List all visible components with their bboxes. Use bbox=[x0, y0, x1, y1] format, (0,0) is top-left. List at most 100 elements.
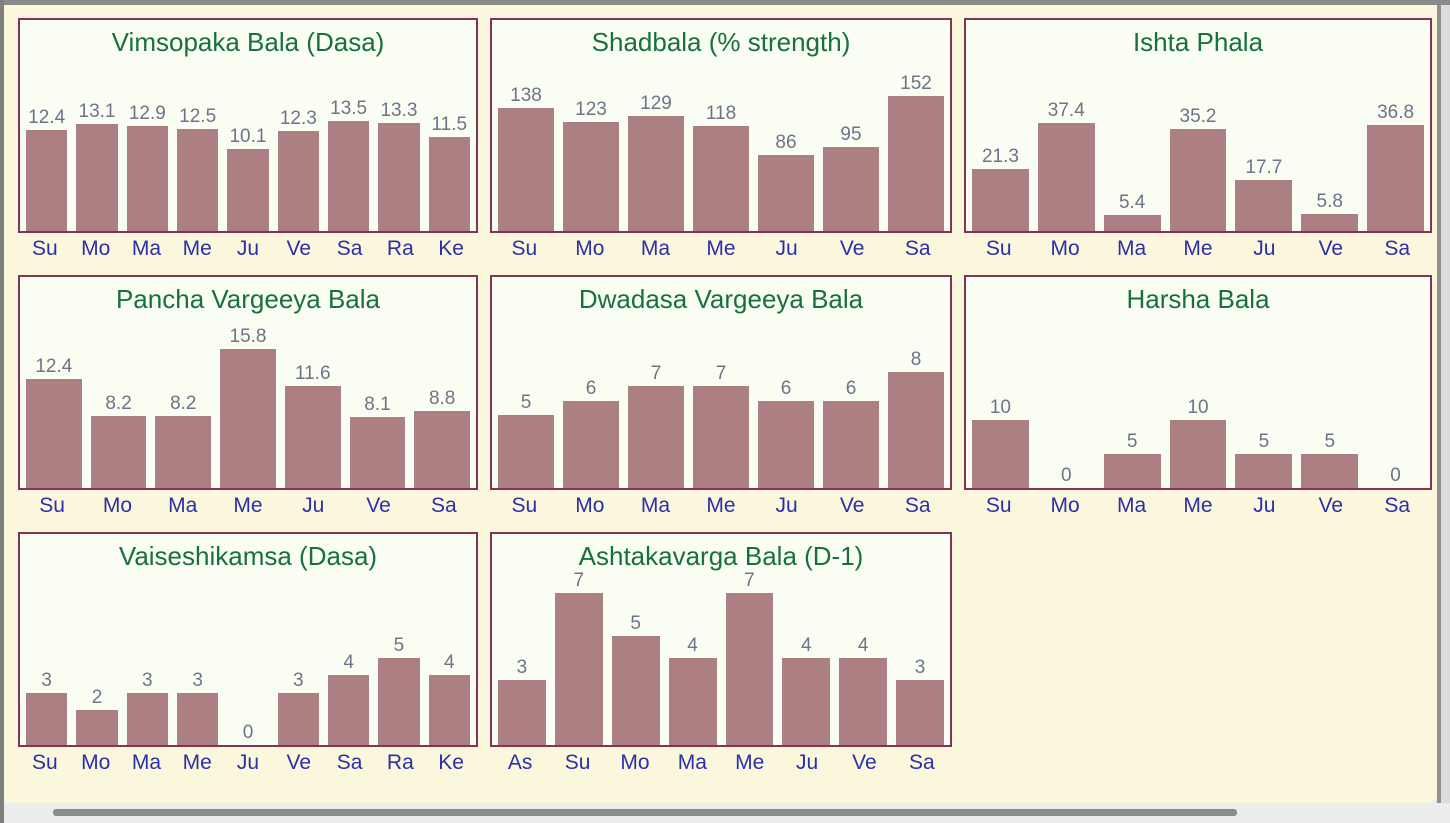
category-label: Ju bbox=[775, 237, 798, 260]
category-label: Me bbox=[706, 237, 736, 260]
bar-slot: 4 bbox=[668, 635, 717, 746]
bar bbox=[972, 420, 1029, 489]
bar-slot: 0 bbox=[1367, 466, 1424, 488]
bar-value-label: 12.4 bbox=[28, 107, 66, 129]
category-label: Ve bbox=[839, 237, 865, 260]
bar bbox=[896, 680, 944, 746]
chart-title: Ishta Phala bbox=[1132, 27, 1264, 57]
bar-value-label: 152 bbox=[900, 73, 932, 95]
category-label: Su bbox=[511, 237, 538, 260]
bar-slot: 6 bbox=[758, 379, 814, 489]
bars-area: 5 6 7 7 6 6 8 bbox=[498, 349, 944, 489]
bar-value-label: 13.1 bbox=[78, 101, 116, 123]
bar-value-label: 21.3 bbox=[981, 146, 1019, 168]
bars-area: 10 0 5 10 5 5 0 bbox=[972, 397, 1424, 489]
bar-value-label: 3 bbox=[914, 657, 926, 679]
category-label: Ju bbox=[236, 751, 260, 775]
category-label: Ma bbox=[1116, 494, 1147, 518]
category-label: As bbox=[507, 751, 533, 775]
bar bbox=[220, 349, 276, 489]
bar-value-label: 4 bbox=[801, 635, 812, 657]
bar-value-label: 10.1 bbox=[229, 126, 267, 148]
bar-slot: 37.4 bbox=[1037, 101, 1095, 231]
chart-block: Ishta Phala 21.3 37.4 5.4 35.2 17.7 5.8 36.8 Su M… bbox=[964, 18, 1432, 261]
category-label: Ve bbox=[852, 751, 877, 775]
bar bbox=[1301, 214, 1359, 231]
category-label: Mo bbox=[575, 494, 605, 518]
bar-slot: 35.2 bbox=[1169, 106, 1227, 231]
bar-slot: 118 bbox=[693, 104, 749, 231]
bar bbox=[227, 149, 269, 231]
bar bbox=[76, 124, 118, 231]
bars-area: 138 123 129 118 86 95 152 bbox=[498, 74, 944, 231]
bar-value-label: 11.5 bbox=[431, 114, 468, 136]
chart-block: Shadbala (% strength) 138 123 129 118 86 95 152… bbox=[490, 18, 952, 261]
category-label: Ju bbox=[1253, 237, 1276, 260]
bar-slot: 8.2 bbox=[155, 394, 212, 489]
category-label: Sa bbox=[1384, 237, 1411, 260]
bar-value-label: 10 bbox=[989, 397, 1011, 419]
category-label: Ke bbox=[438, 237, 464, 260]
horizontal-scrollbar-thumb[interactable] bbox=[53, 809, 1237, 816]
bar-slot: 5 bbox=[1103, 432, 1161, 489]
category-label: Su bbox=[39, 494, 65, 518]
window-top-border bbox=[0, 0, 1450, 5]
bar-value-label: 138 bbox=[510, 85, 542, 107]
category-labels-row: As Su Mo Ma Me Ju Ve Sa bbox=[490, 747, 952, 775]
bar-slot: 5.4 bbox=[1103, 193, 1161, 231]
bars-area: 3 7 5 4 7 4 4 3 bbox=[498, 571, 944, 746]
bar-value-label: 86 bbox=[775, 132, 797, 154]
bar bbox=[693, 386, 749, 489]
bar bbox=[155, 416, 212, 489]
bar bbox=[1169, 420, 1227, 489]
bar-value-label: 3 bbox=[192, 670, 203, 692]
bar bbox=[888, 96, 944, 231]
bar bbox=[563, 122, 619, 231]
bar-slot: 95 bbox=[823, 125, 879, 231]
category-label: Sa bbox=[1384, 494, 1411, 518]
bar-value-label: 17.7 bbox=[1245, 157, 1283, 179]
category-label: Mo bbox=[1050, 494, 1080, 518]
bar-value-label: 8 bbox=[910, 349, 922, 371]
category-label: Ve bbox=[1318, 237, 1344, 260]
category-label: Ma bbox=[1116, 237, 1147, 260]
category-label: Ma bbox=[168, 494, 198, 518]
bar bbox=[284, 386, 341, 489]
bar bbox=[176, 693, 219, 746]
bar-slot: 138 bbox=[498, 86, 554, 231]
bar-value-label: 129 bbox=[640, 93, 672, 115]
category-label: Ra bbox=[386, 237, 414, 260]
chart-panel: Shadbala (% strength) 138 123 129 118 86 95 152 bbox=[490, 18, 952, 233]
chart-row: Vaiseshikamsa (Dasa) 3 2 3 3 0 3 4 5 4 Su Mo Ma Me Ju V… bbox=[18, 532, 1437, 775]
bar-value-label: 12.5 bbox=[179, 106, 217, 128]
bar bbox=[1169, 129, 1227, 231]
horizontal-scrollbar-track[interactable] bbox=[4, 803, 1450, 823]
vertical-scrollbar-track[interactable] bbox=[1437, 5, 1450, 803]
chart-panel: Vaiseshikamsa (Dasa) 3 2 3 3 0 3 4 5 4 bbox=[18, 532, 478, 748]
bar bbox=[972, 169, 1029, 231]
bar-value-label: 4 bbox=[343, 652, 354, 674]
bar-slot: 86 bbox=[758, 133, 814, 231]
bars-area: 21.3 37.4 5.4 35.2 17.7 5.8 36.8 bbox=[972, 101, 1425, 231]
bar-value-label: 35.2 bbox=[1179, 106, 1217, 128]
bar-slot: 7 bbox=[693, 364, 749, 489]
bar-slot: 5 bbox=[611, 614, 660, 746]
category-label: Ve bbox=[286, 237, 312, 260]
bar bbox=[611, 636, 660, 746]
bar bbox=[26, 693, 68, 746]
bar bbox=[823, 401, 879, 489]
bar bbox=[428, 675, 470, 746]
bar bbox=[693, 126, 749, 231]
bar-value-label: 4 bbox=[857, 635, 869, 657]
category-label: Ma bbox=[677, 751, 707, 775]
chart-title: Pancha Vargeeya Bala bbox=[115, 284, 381, 315]
bar-value-label: 5 bbox=[1324, 431, 1336, 453]
category-label: Sa bbox=[430, 494, 457, 518]
bar bbox=[1103, 215, 1161, 231]
bar-slot: 8.8 bbox=[414, 389, 471, 489]
category-label: Su bbox=[564, 751, 591, 775]
bar-value-label: 6 bbox=[585, 378, 597, 400]
bar-value-label: 15.8 bbox=[229, 326, 267, 348]
bar-value-label: 4 bbox=[687, 635, 698, 657]
bar-value-label: 11.6 bbox=[294, 363, 331, 385]
